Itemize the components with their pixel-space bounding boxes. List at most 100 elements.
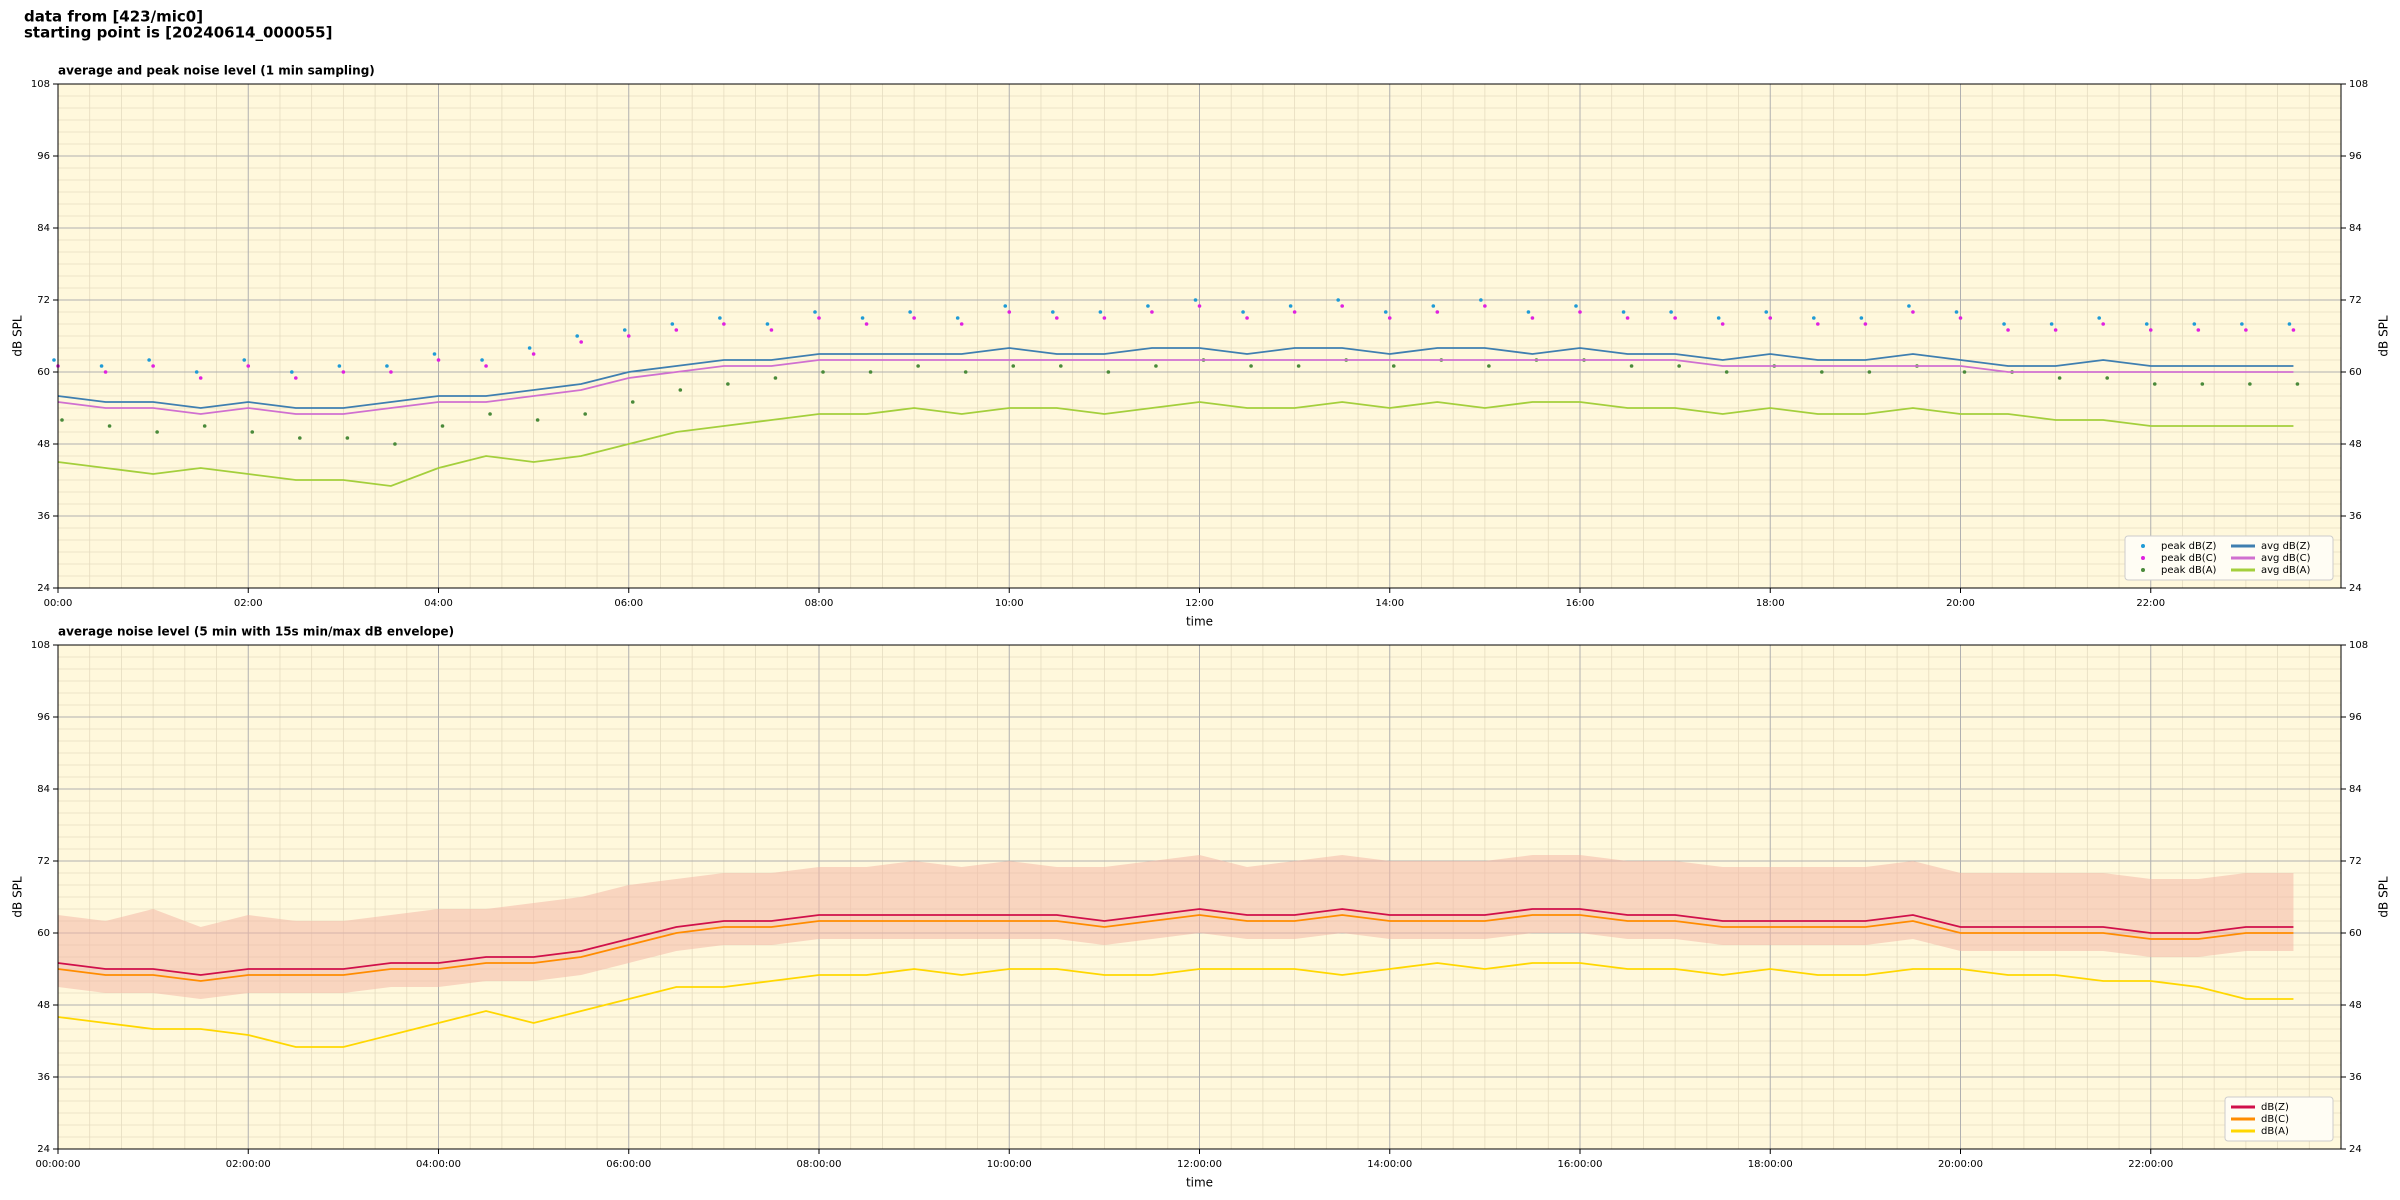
peak-point (1677, 364, 1681, 368)
peak-point (1958, 316, 1963, 320)
header-line: starting point is [20240614_000055] (24, 24, 332, 42)
x-tick-label: 20:00 (1946, 598, 1975, 609)
peak-point (1578, 310, 1582, 314)
y-tick-label: 96 (37, 151, 50, 162)
peak-point (2148, 328, 2153, 332)
peak-point (722, 322, 726, 326)
peak-point (1724, 370, 1729, 374)
peak-point (1146, 304, 1150, 308)
peak-point (1059, 364, 1063, 368)
y2-tick-label: 24 (2349, 1144, 2362, 1155)
peak-point (1340, 304, 1344, 308)
legend-label: avg dB(C) (2261, 553, 2311, 564)
peak-point (1296, 364, 1301, 368)
peak-point (2144, 322, 2149, 326)
peak-point (484, 364, 488, 368)
peak-point (202, 424, 207, 428)
peak-point (155, 430, 159, 434)
y2-tick-label: 48 (2349, 439, 2362, 450)
peak-point (2097, 316, 2101, 320)
peak-point (2053, 328, 2058, 332)
peak-point (198, 376, 203, 380)
peak-point (2049, 322, 2054, 326)
y-tick-label: 60 (37, 367, 50, 378)
peak-point (2196, 328, 2201, 332)
series-line (57, 401, 2294, 487)
peak-point (1768, 316, 1773, 320)
x-tick-label: 22:00 (2136, 598, 2165, 609)
y-axis-label: dB SPL (11, 315, 25, 357)
peak-point (1003, 304, 1008, 308)
x-tick-label: 04:00:00 (416, 1159, 461, 1170)
peak-point (1530, 316, 1535, 320)
y-axis-label: dB SPL (11, 876, 25, 918)
peak-point (2200, 382, 2205, 386)
series-line (57, 908, 2294, 976)
peak-point (2244, 328, 2248, 332)
y-tick-label: 72 (37, 856, 50, 867)
x-tick-label: 18:00 (1756, 598, 1785, 609)
y2-tick-label: 84 (2349, 784, 2362, 795)
peak-point (2101, 322, 2105, 326)
y2-tick-label: 84 (2349, 223, 2362, 234)
peak-point (1007, 310, 1012, 314)
peak-point (393, 442, 397, 446)
y-tick-label: 108 (31, 79, 50, 90)
x-tick-label: 10:00:00 (987, 1159, 1032, 1170)
peak-point (1479, 298, 1483, 302)
peak-point (2002, 322, 2006, 326)
peak-point (1720, 322, 1725, 326)
legend-label: peak dB(C) (2161, 553, 2217, 564)
peak-point (1098, 310, 1103, 314)
peak-point (345, 436, 350, 440)
y-tick-label: 72 (37, 295, 50, 306)
peak-point (1673, 316, 1677, 320)
peak-point (1292, 310, 1297, 314)
peak-point (908, 310, 912, 314)
peak-point (864, 322, 869, 326)
peak-point (626, 334, 631, 338)
y-tick-label: 24 (37, 1144, 50, 1155)
peak-point (916, 364, 920, 368)
y2-tick-label: 72 (2349, 295, 2362, 306)
peak-point (1867, 370, 1872, 374)
peak-point (1431, 304, 1436, 308)
peak-point (1483, 304, 1487, 308)
peak-point (813, 310, 817, 314)
x-tick-label: 20:00:00 (1938, 1159, 1983, 1170)
legend-marker (2141, 544, 2145, 548)
peak-point (1241, 310, 1245, 314)
legend-label: peak dB(A) (2161, 565, 2217, 576)
y2-axis-label: dB SPL (2377, 315, 2391, 357)
plot-frame (57, 83, 2342, 589)
peak-point (1669, 310, 1673, 314)
peak-point (389, 370, 393, 374)
peak-point (674, 328, 679, 332)
header-line: data from [423/mic0] (24, 8, 203, 26)
peak-point (1526, 310, 1531, 314)
x-tick-label: 12:00 (1185, 598, 1214, 609)
legend-label: avg dB(Z) (2261, 541, 2311, 552)
peak-point (1383, 310, 1388, 314)
x-tick-label: 06:00 (614, 598, 643, 609)
x-axis-label: time (1186, 1176, 1213, 1190)
peak-point (1812, 316, 1816, 320)
peak-point (527, 346, 532, 350)
peak-point (963, 370, 968, 374)
x-tick-label: 14:00:00 (1367, 1159, 1412, 1170)
peak-point (535, 418, 540, 422)
x-axis-label: time (1186, 615, 1213, 629)
peak-point (1051, 310, 1055, 314)
peak-point (1816, 322, 1820, 326)
peak-point (1102, 316, 1107, 320)
y-tick-label: 84 (37, 223, 50, 234)
peak-point (194, 370, 199, 374)
peak-point (1859, 316, 1864, 320)
series-line (57, 359, 2294, 415)
y2-tick-label: 36 (2349, 1072, 2362, 1083)
x-tick-label: 02:00 (234, 598, 263, 609)
peak-point (2152, 382, 2157, 386)
peak-point (1487, 364, 1491, 368)
peak-point (579, 340, 583, 344)
peak-point (630, 400, 635, 404)
